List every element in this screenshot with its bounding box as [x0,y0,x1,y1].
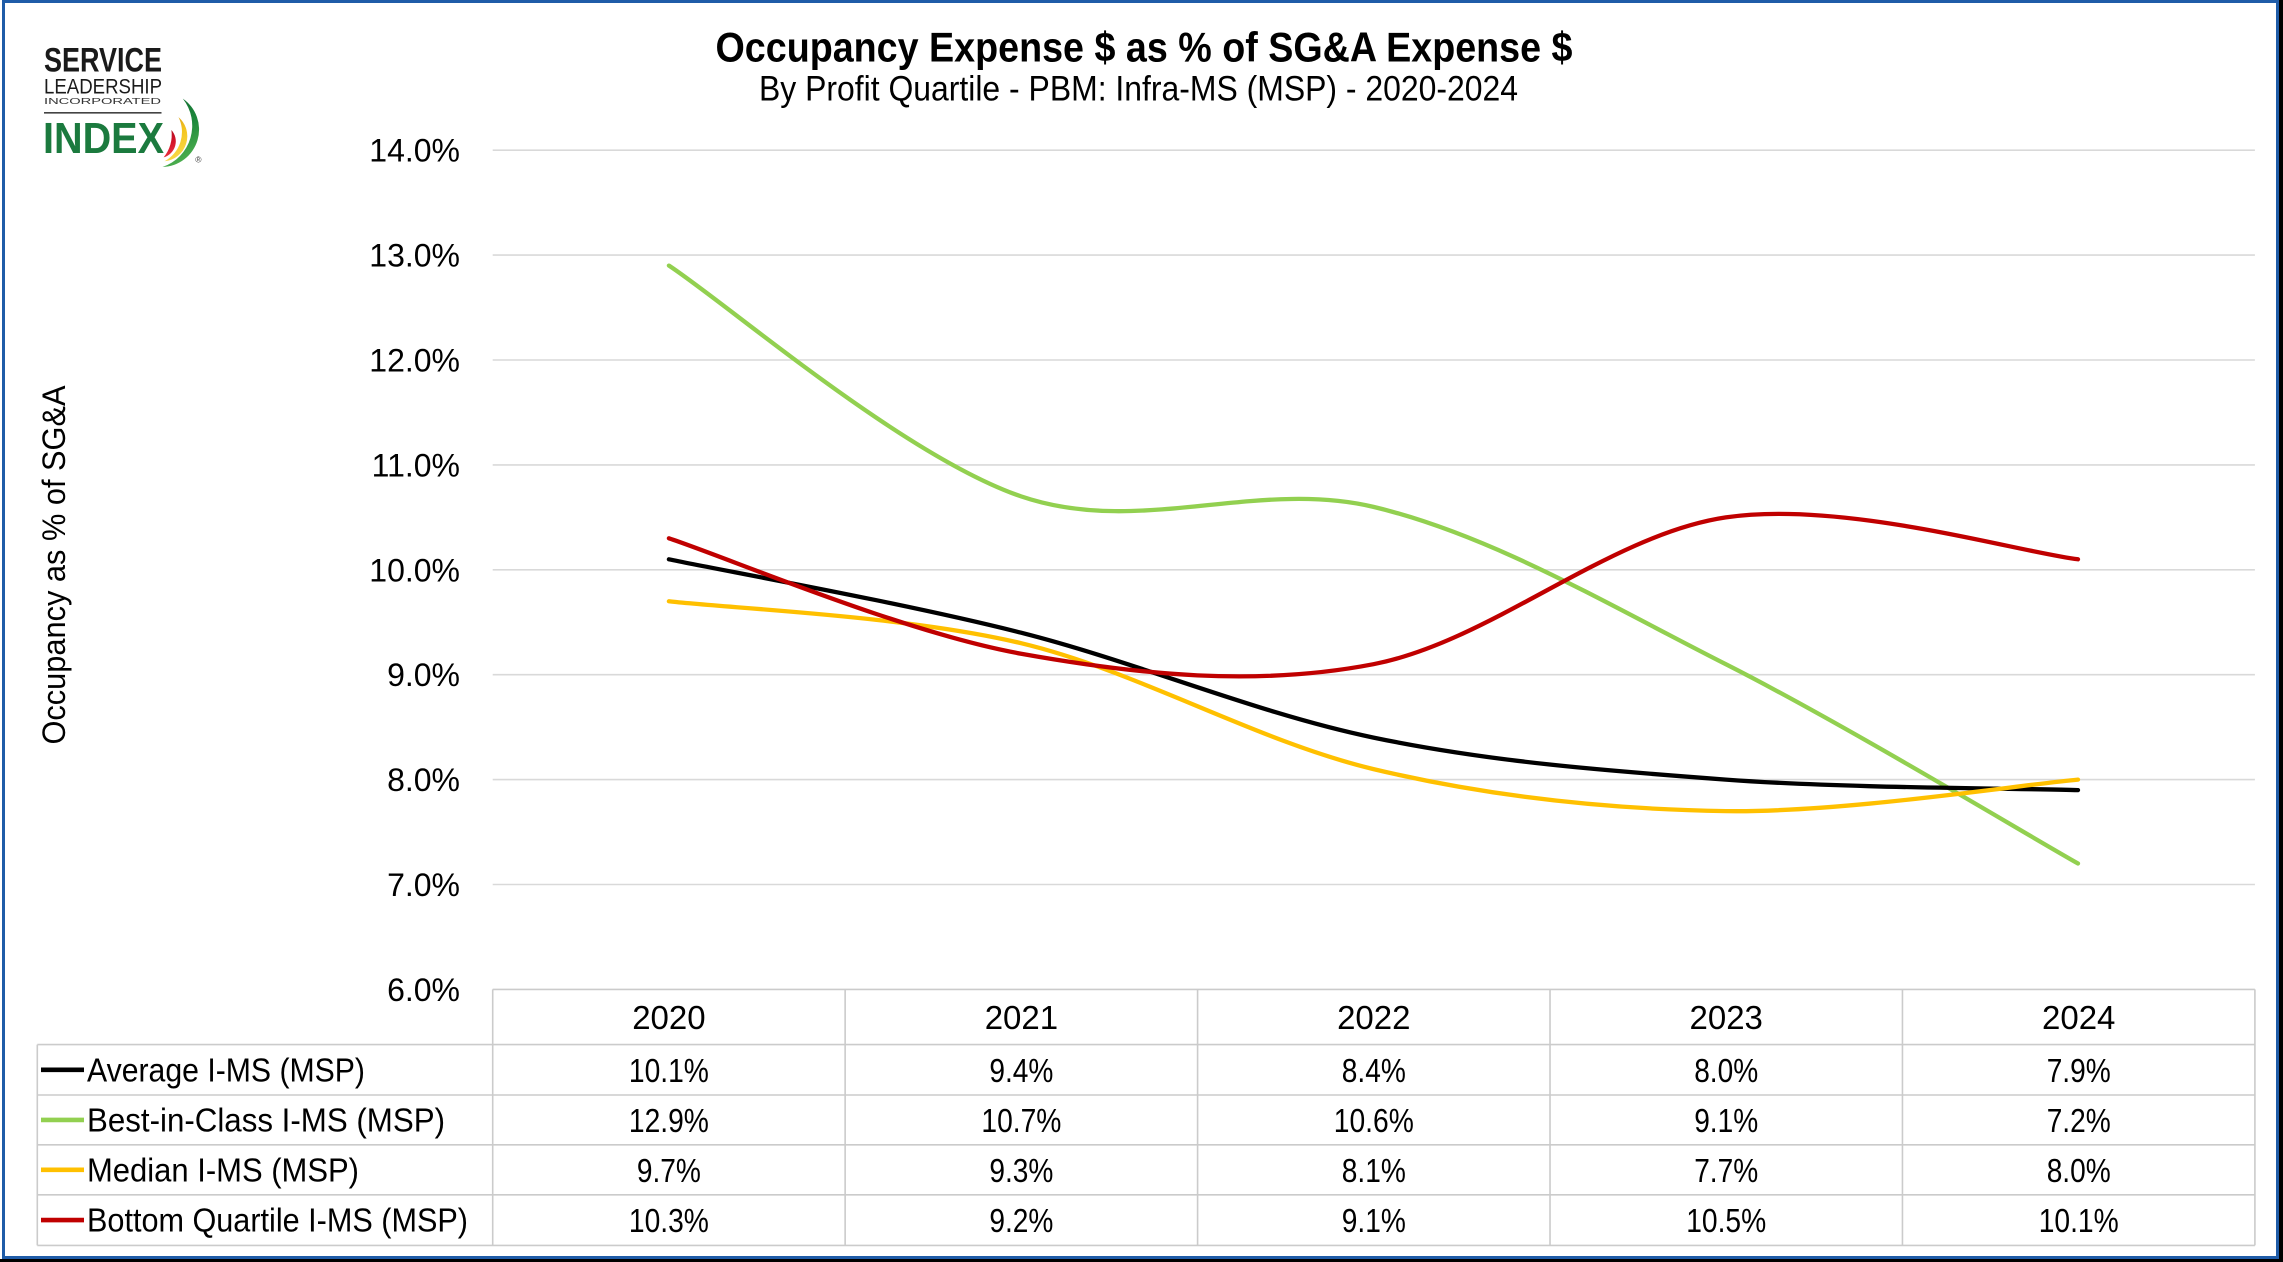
svg-text:7.7%: 7.7% [1694,1153,1758,1190]
svg-text:Bottom Quartile I-MS (MSP): Bottom Quartile I-MS (MSP) [87,1202,468,1239]
svg-text:Median I-MS (MSP): Median I-MS (MSP) [87,1151,359,1188]
svg-text:12.9%: 12.9% [629,1103,709,1140]
svg-text:9.2%: 9.2% [989,1203,1053,1240]
svg-text:11.0%: 11.0% [372,447,460,483]
svg-text:LEADERSHIP: LEADERSHIP [44,74,162,98]
svg-text:7.2%: 7.2% [2047,1103,2111,1140]
svg-text:12.0%: 12.0% [369,343,460,379]
svg-text:14.0%: 14.0% [369,133,460,169]
svg-text:Best-in-Class I-MS (MSP): Best-in-Class I-MS (MSP) [87,1101,445,1138]
svg-text:7.0%: 7.0% [387,867,460,903]
svg-text:7.9%: 7.9% [2047,1053,2111,1090]
svg-text:Occupancy Expense $ as % of SG: Occupancy Expense $ as % of SG&A Expense… [716,24,1573,71]
svg-text:8.4%: 8.4% [1342,1053,1406,1090]
svg-text:9.7%: 9.7% [637,1153,701,1190]
svg-text:8.1%: 8.1% [1342,1153,1406,1190]
svg-text:SERVICE: SERVICE [44,42,162,80]
svg-text:8.0%: 8.0% [1694,1053,1758,1090]
svg-text:10.0%: 10.0% [369,552,460,588]
svg-text:2020: 2020 [632,999,705,1036]
svg-text:2023: 2023 [1689,999,1762,1036]
svg-text:10.5%: 10.5% [1686,1203,1766,1240]
svg-text:2024: 2024 [2042,999,2115,1036]
svg-text:®: ® [195,155,202,165]
svg-text:13.0%: 13.0% [369,238,460,274]
svg-text:10.1%: 10.1% [2039,1203,2119,1240]
svg-text:9.1%: 9.1% [1342,1203,1406,1240]
svg-text:INCORPORATED: INCORPORATED [44,96,161,106]
svg-text:9.0%: 9.0% [387,657,460,693]
svg-text:Average I-MS (MSP): Average I-MS (MSP) [87,1051,365,1088]
svg-text:By Profit Quartile - PBM: Infr: By Profit Quartile - PBM: Infra-MS (MSP)… [759,69,1518,109]
svg-text:10.1%: 10.1% [629,1053,709,1090]
svg-text:10.3%: 10.3% [629,1203,709,1240]
svg-text:2022: 2022 [1337,999,1410,1036]
svg-text:INDEX: INDEX [43,114,164,163]
svg-text:Occupancy as % of SG&A: Occupancy as % of SG&A [36,385,72,745]
svg-text:9.4%: 9.4% [989,1053,1053,1090]
svg-text:8.0%: 8.0% [387,762,460,798]
svg-text:10.7%: 10.7% [981,1103,1061,1140]
svg-text:2021: 2021 [985,999,1058,1036]
svg-text:9.1%: 9.1% [1694,1103,1758,1140]
svg-text:6.0%: 6.0% [387,972,460,1008]
svg-text:8.0%: 8.0% [2047,1153,2111,1190]
svg-text:9.3%: 9.3% [989,1153,1053,1190]
svg-text:10.6%: 10.6% [1334,1103,1414,1140]
